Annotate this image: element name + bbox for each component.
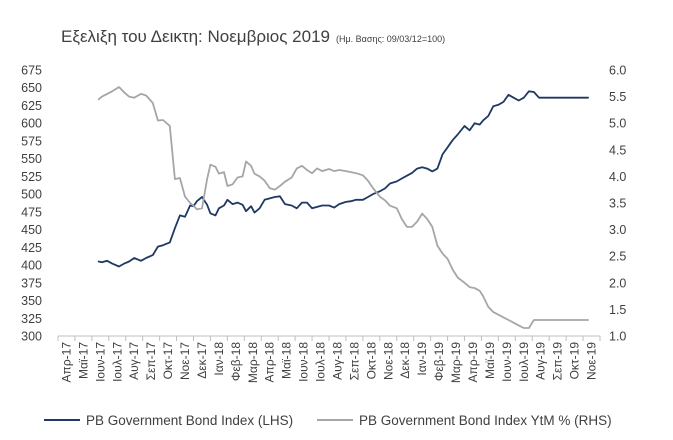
y-right-tick-label: 2.5 xyxy=(609,250,626,264)
y-right-tick-label: 6.0 xyxy=(609,64,626,78)
x-tick-label: Φεβ-19 xyxy=(432,342,446,381)
x-tick-label: Σεπ-17 xyxy=(144,342,158,381)
x-tick-label: Ιουλ-18 xyxy=(314,342,328,382)
x-tick-label: Απρ-18 xyxy=(263,342,277,383)
x-tick-label: Ιουν-19 xyxy=(500,342,514,382)
y-left-tick-label: 575 xyxy=(21,134,42,148)
y-right-tick-label: 5.0 xyxy=(609,117,626,131)
x-tick-label: Οκτ-19 xyxy=(568,342,582,380)
x-tick-label: Μαϊ-19 xyxy=(483,342,497,379)
y-right-tick-label: 3.0 xyxy=(609,223,626,237)
x-tick-label: Νοε-18 xyxy=(381,342,395,380)
x-tick-label: Μαρ-19 xyxy=(449,342,463,383)
x-tick-label: Φεβ-18 xyxy=(229,342,243,381)
series-line-index xyxy=(97,90,589,268)
x-tick-label: Σεπ-19 xyxy=(551,342,565,381)
y-left-tick-label: 500 xyxy=(21,188,42,202)
y-left-tick-label: 425 xyxy=(21,241,42,255)
y-left-tick-label: 600 xyxy=(21,117,42,131)
x-axis: Απρ-17 Μαϊ-17 Ιουν-17 Ιουλ-17 Αυγ-17 Σεπ-17 Οκ… xyxy=(57,335,601,383)
y-right-tick-label: 1.5 xyxy=(609,303,626,317)
x-tick-label: Ιαν-18 xyxy=(212,342,226,376)
y-right-tick-label: 1.0 xyxy=(609,330,626,344)
x-tick-label: Αυγ-19 xyxy=(534,342,548,380)
legend-label-lhs: PB Government Bond Index (LHS) xyxy=(86,413,293,428)
x-tick-label: Δεκ-18 xyxy=(398,342,412,379)
y-left-tick-label: 625 xyxy=(21,99,42,113)
x-tick-label: Ιουλ-17 xyxy=(110,342,124,382)
x-tick-label: Δεκ-17 xyxy=(195,342,209,379)
y-axis-right: 1.0 1.5 2.0 2.5 3.0 3.5 4.0 4.5 5.0 5.5 6.0 xyxy=(609,64,626,344)
x-tick-label: Ιουλ-19 xyxy=(517,342,531,382)
x-tick-label: Ιουν-18 xyxy=(297,342,311,382)
x-tick-label: Αυγ-18 xyxy=(330,342,344,380)
y-left-tick-label: 350 xyxy=(21,294,42,308)
x-tick-label: Απρ-17 xyxy=(59,342,73,383)
y-left-tick-label: 525 xyxy=(21,170,42,184)
x-tick-label: Απρ-19 xyxy=(466,342,480,383)
y-left-tick-label: 475 xyxy=(21,205,42,219)
y-right-tick-label: 4.0 xyxy=(609,170,626,184)
y-left-tick-label: 325 xyxy=(21,312,42,326)
x-tick-label: Μαϊ-18 xyxy=(280,342,294,379)
x-tick-label: Οκτ-17 xyxy=(161,342,175,380)
y-right-tick-label: 4.5 xyxy=(609,143,626,157)
y-axis-left: 300 325 350 375 400 425 450 475 500 525 550 575 600 6… xyxy=(21,64,42,344)
y-left-tick-label: 450 xyxy=(21,223,42,237)
y-right-tick-label: 3.5 xyxy=(609,197,626,211)
y-right-tick-label: 5.5 xyxy=(609,90,626,104)
y-left-tick-label: 675 xyxy=(21,64,42,78)
x-tick-label: Μαϊ-17 xyxy=(76,342,90,379)
x-tick-label: Μαρ-18 xyxy=(246,342,260,383)
legend-label-rhs: PB Government Bond Index YtM % (RHS) xyxy=(359,413,612,428)
x-tick-label: Νοε-19 xyxy=(585,342,599,380)
y-left-tick-label: 400 xyxy=(21,259,42,273)
legend: PB Government Bond Index (LHS) PB Govern… xyxy=(44,413,612,428)
x-tick-label: Νοε-17 xyxy=(178,342,192,380)
chart-title: Εξελιξη του Δεικτη: Νοεμβριος 2019 xyxy=(61,27,330,46)
chart-subtitle: (Ημ. Βασης: 09/03/12=100) xyxy=(336,34,445,44)
x-tick-label: Ιουν-17 xyxy=(93,342,107,382)
y-left-tick-label: 650 xyxy=(21,81,42,95)
y-left-tick-label: 300 xyxy=(21,330,42,344)
x-tick-label: Σεπ-18 xyxy=(347,342,361,381)
series-group xyxy=(97,86,589,329)
y-left-tick-label: 375 xyxy=(21,276,42,290)
y-right-tick-label: 2.0 xyxy=(609,276,626,290)
series-line-ytm xyxy=(97,86,589,329)
x-tick-label: Οκτ-18 xyxy=(364,342,378,380)
y-left-tick-label: 550 xyxy=(21,152,42,166)
x-tick-label: Ιαν-19 xyxy=(415,342,429,376)
x-tick-label: Αυγ-17 xyxy=(127,342,141,380)
